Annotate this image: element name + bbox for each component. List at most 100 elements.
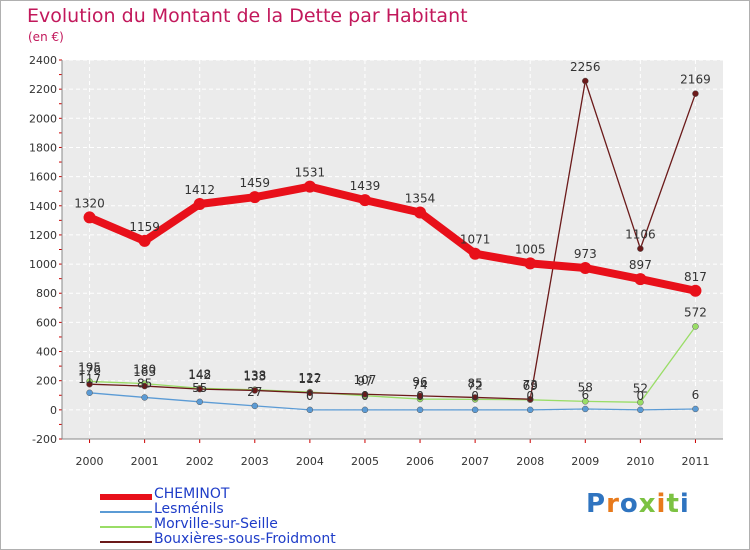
- logo-letter: x: [638, 489, 657, 519]
- x-tick-label: 2006: [406, 455, 434, 468]
- x-tick-label: 2000: [76, 455, 104, 468]
- data-label-morville-sur-seille: 195: [78, 360, 101, 374]
- data-label-lesm-nils: 0: [416, 389, 424, 403]
- data-label-cheminot: 1354: [405, 191, 436, 205]
- data-label-morville-sur-seille: 58: [578, 380, 593, 394]
- data-point-bouxi-res-sous-froidmont: [471, 394, 479, 401]
- data-label-lesm-nils: 0: [526, 389, 534, 403]
- data-label-morville-sur-seille: 148: [188, 367, 211, 381]
- legend-label-bouxieres: Bouxières-sous-Froidmont: [154, 531, 336, 547]
- data-label-morville-sur-seille: 180: [133, 363, 156, 377]
- x-tick-label: 2010: [626, 455, 654, 468]
- data-label-lesm-nils: 6: [581, 388, 589, 402]
- y-tick-label: 400: [36, 346, 57, 359]
- logo-letter: i: [656, 489, 667, 519]
- data-label-cheminot: 1412: [184, 183, 215, 197]
- data-point-bouxi-res-sous-froidmont: [526, 395, 534, 403]
- data-label-cheminot: 1005: [515, 242, 546, 256]
- legend-label-cheminot: CHEMINOT: [154, 486, 230, 502]
- legend-label-lesmenils: Lesménils: [154, 501, 224, 517]
- y-tick-label: -200: [32, 433, 57, 446]
- data-label-lesm-nils: 117: [78, 372, 101, 386]
- data-point-lesm-nils: [582, 405, 589, 413]
- data-point-bouxi-res-sous-froidmont: [141, 382, 148, 390]
- x-tick-label: 2003: [241, 455, 269, 468]
- series-line-cheminot: [87, 182, 697, 295]
- legend-label-morville: Morville-sur-Seille: [154, 516, 278, 532]
- y-tick-label: 1800: [29, 141, 57, 154]
- y-tick-label: 1400: [29, 200, 57, 213]
- data-point-lesm-nils: [637, 406, 644, 414]
- proxiti-logo: Proxiti: [586, 489, 690, 519]
- data-label-cheminot: 1531: [295, 166, 326, 180]
- x-tick-label: 2001: [131, 455, 159, 468]
- data-point-cheminot: [303, 180, 316, 193]
- logo-letter: r: [606, 489, 620, 519]
- data-point-lesm-nils: [361, 406, 369, 414]
- y-tick-label: 2400: [29, 54, 57, 67]
- data-label-morville-sur-seille: 74: [412, 378, 427, 392]
- data-label-morville-sur-seille: 138: [243, 369, 266, 383]
- data-label-cheminot: 1439: [350, 179, 381, 193]
- data-point-lesm-nils: [306, 406, 314, 414]
- data-point-lesm-nils: [141, 394, 148, 401]
- data-label-bouxi-res-sous-froidmont: 133: [243, 369, 266, 383]
- data-point-bouxi-res-sous-froidmont: [637, 245, 644, 252]
- y-tick-label: 600: [36, 316, 57, 329]
- data-label-bouxi-res-sous-froidmont: 107: [354, 373, 377, 387]
- data-label-cheminot: 973: [574, 247, 597, 261]
- data-label-cheminot: 817: [684, 270, 707, 284]
- data-label-morville-sur-seille: 97: [357, 375, 372, 389]
- data-point-morville-sur-seille: [582, 398, 589, 405]
- data-point-cheminot: [138, 234, 151, 247]
- legend-swatch-lesmenils: [100, 511, 152, 513]
- data-label-bouxi-res-sous-froidmont: 142: [188, 368, 211, 382]
- data-point-bouxi-res-sous-froidmont: [582, 77, 589, 85]
- data-point-lesm-nils: [692, 405, 699, 413]
- data-point-cheminot: [83, 211, 96, 224]
- data-label-lesm-nils: 6: [692, 388, 700, 402]
- plot-area: [62, 60, 723, 439]
- data-label-morville-sur-seille: 122: [298, 371, 321, 385]
- data-point-cheminot: [634, 273, 647, 286]
- data-point-lesm-nils: [251, 402, 259, 410]
- y-tick-label: 2200: [29, 83, 57, 96]
- x-tick-label: 2004: [296, 455, 324, 468]
- y-tick-label: 800: [36, 287, 57, 300]
- x-tick-label: 2011: [681, 455, 709, 468]
- data-point-cheminot: [414, 206, 427, 219]
- data-point-bouxi-res-sous-froidmont: [416, 392, 424, 400]
- data-point-bouxi-res-sous-froidmont: [692, 90, 699, 97]
- data-point-cheminot: [193, 198, 206, 211]
- data-label-cheminot: 1159: [129, 220, 160, 234]
- chart-title: Evolution du Montant de la Dette par Hab…: [27, 5, 468, 27]
- data-label-morville-sur-seille: 72: [467, 378, 482, 392]
- data-point-morville-sur-seille: [692, 323, 699, 330]
- data-point-lesm-nils: [471, 406, 479, 414]
- data-point-bouxi-res-sous-froidmont: [251, 387, 259, 394]
- line-chart: -200020040060080010001200140016001800200…: [29, 54, 723, 468]
- data-label-bouxi-res-sous-froidmont: 163: [133, 365, 156, 379]
- logo-letter: t: [666, 489, 680, 519]
- data-point-bouxi-res-sous-froidmont: [361, 390, 369, 398]
- data-label-bouxi-res-sous-froidmont: 1106: [625, 228, 656, 242]
- data-label-bouxi-res-sous-froidmont: 2256: [570, 60, 601, 74]
- x-tick-label: 2008: [516, 455, 544, 468]
- data-label-lesm-nils: 0: [471, 389, 479, 403]
- y-tick-label: 200: [36, 375, 57, 388]
- series-line-morville-sur-seille: [89, 326, 696, 403]
- data-label-bouxi-res-sous-froidmont: 176: [78, 363, 101, 377]
- data-point-bouxi-res-sous-froidmont: [306, 389, 314, 397]
- x-tick-label: 2007: [461, 455, 489, 468]
- data-label-cheminot: 1320: [74, 196, 105, 210]
- data-label-lesm-nils: 85: [137, 376, 152, 390]
- data-label-cheminot: 897: [629, 258, 652, 272]
- logo-letter: i: [679, 489, 690, 519]
- data-point-lesm-nils: [196, 398, 203, 406]
- data-label-morville-sur-seille: 572: [684, 305, 707, 319]
- y-tick-label: 1600: [29, 171, 57, 184]
- data-label-bouxi-res-sous-froidmont: 2169: [680, 73, 711, 87]
- data-point-cheminot: [248, 191, 261, 204]
- data-label-lesm-nils: 0: [361, 389, 369, 403]
- data-point-cheminot: [358, 194, 371, 207]
